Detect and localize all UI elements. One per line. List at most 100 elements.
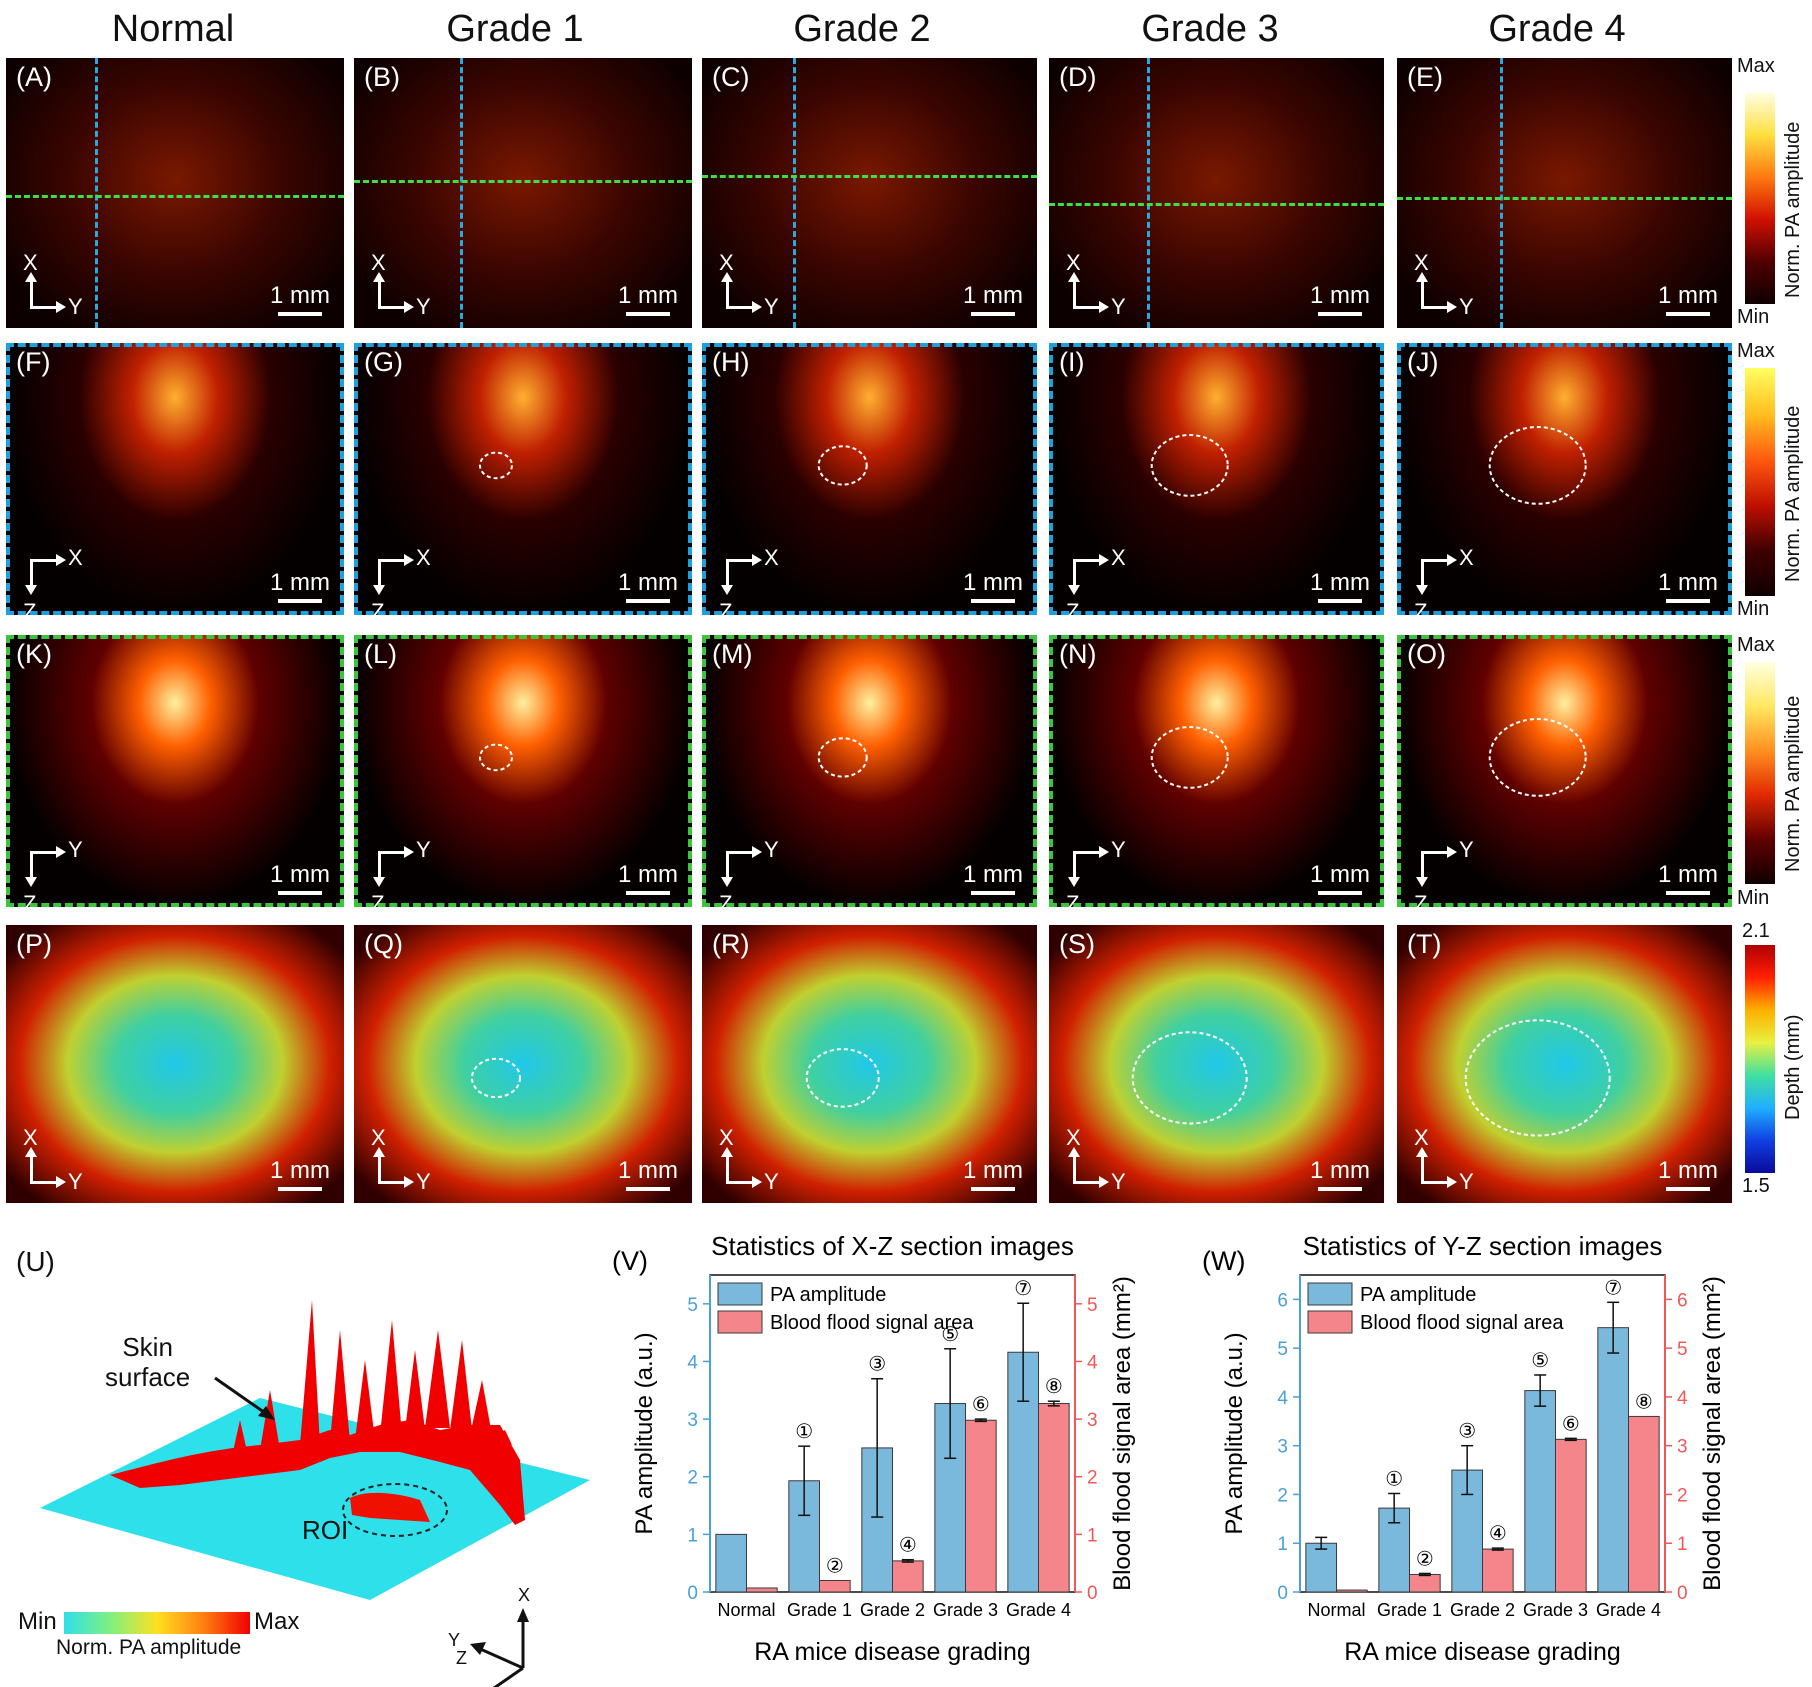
category-label: Grade 3 bbox=[933, 1600, 998, 1620]
axis-label-v: X bbox=[1414, 1125, 1429, 1150]
scale-bar-label: 1 mm bbox=[1310, 1157, 1370, 1184]
annotation-marker: ⑤ bbox=[941, 1322, 959, 1346]
legend-label: Blood flood signal area bbox=[1360, 1312, 1564, 1334]
legend-label: PA amplitude bbox=[770, 1284, 886, 1306]
section-line-xz bbox=[793, 58, 796, 328]
bar-area bbox=[1628, 1415, 1660, 1593]
annotation-marker: ④ bbox=[899, 1533, 917, 1557]
column-header-grade-4: Grade 4 bbox=[1488, 8, 1626, 50]
axis-label-v: X bbox=[1066, 250, 1081, 275]
axis-x-label: X bbox=[518, 1585, 531, 1605]
chart-title: Statistics of Y-Z section images bbox=[1303, 1231, 1663, 1261]
colorbar-max-label: Max bbox=[1737, 340, 1775, 362]
axis-z-line bbox=[492, 1666, 524, 1687]
axis-label-h: Y bbox=[1111, 294, 1126, 319]
scale-bar: 1 mm bbox=[270, 1157, 330, 1191]
lesion-roi bbox=[1488, 718, 1587, 797]
axis-label-h: X bbox=[68, 545, 83, 570]
panel-label: (F) bbox=[16, 347, 51, 377]
y-axis-label: PA amplitude (a.u.) bbox=[631, 1332, 658, 1534]
legend-swatch bbox=[717, 1282, 763, 1306]
image-panel-k: (K) 1 mm Z Y bbox=[6, 635, 344, 907]
scale-bar-label: 1 mm bbox=[270, 282, 330, 309]
axis-label-v: Z bbox=[1066, 599, 1080, 615]
roi-label: ROI bbox=[302, 1515, 349, 1545]
x-axis-label: RA mice disease grading bbox=[754, 1638, 1031, 1666]
lesion-roi bbox=[1464, 1019, 1611, 1137]
image-panel-p: (P) 1 mm X Y bbox=[6, 925, 344, 1203]
section-line-xz bbox=[95, 58, 98, 328]
annotation-marker: ⑥ bbox=[972, 1392, 990, 1416]
scale-bar-line bbox=[626, 312, 670, 316]
roi-outline bbox=[342, 1483, 448, 1537]
colorbar-min-label: Min bbox=[1737, 887, 1770, 909]
lesion-roi bbox=[478, 743, 513, 772]
scale-bar-line bbox=[971, 312, 1015, 316]
axis-z-label: Z bbox=[456, 1648, 467, 1668]
y2-tick-label: 1 bbox=[1677, 1534, 1688, 1555]
axis-label-h: X bbox=[764, 545, 779, 570]
y2-axis-label: Blood flood signal area (mm²) bbox=[1109, 1276, 1136, 1591]
bar-area bbox=[965, 1419, 997, 1593]
axis-label-h: Y bbox=[764, 294, 779, 319]
y-tick-label: 0 bbox=[687, 1583, 698, 1604]
colorbar-pa-row2 bbox=[1745, 368, 1775, 596]
panel-label: (T) bbox=[1407, 929, 1442, 959]
scale-bar-label: 1 mm bbox=[1310, 282, 1370, 309]
y2-tick-label: 5 bbox=[1677, 1339, 1688, 1360]
panel-label: (R) bbox=[712, 929, 750, 959]
axis-label-h: Y bbox=[68, 1169, 83, 1194]
scale-bar: 1 mm bbox=[963, 861, 1023, 895]
annotation-marker: ① bbox=[795, 1419, 813, 1443]
y2-tick-label: 4 bbox=[1677, 1388, 1688, 1409]
chart-yz-statistics: (W) Statistics of Y-Z section images 0 1 2 3 4… bbox=[1202, 1231, 1726, 1666]
image-panel-r: (R) 1 mm X Y bbox=[702, 925, 1037, 1203]
annotation-marker: ① bbox=[1385, 1466, 1403, 1490]
axis-label-v: X bbox=[23, 1125, 38, 1150]
image-panel-n: (N) 1 mm Z Y bbox=[1049, 635, 1384, 907]
panel-label: (L) bbox=[364, 639, 397, 669]
bar-area bbox=[892, 1560, 924, 1593]
image-panel-e: (E) 1 mm X Y bbox=[1397, 58, 1732, 328]
scale-bar-line bbox=[626, 599, 670, 603]
category-label: Grade 4 bbox=[1596, 1600, 1661, 1620]
annotation-marker: ⑤ bbox=[1531, 1348, 1549, 1372]
annotation-marker: ③ bbox=[1458, 1419, 1476, 1443]
legend-label: PA amplitude bbox=[1360, 1284, 1476, 1306]
scale-bar-line bbox=[278, 1187, 322, 1191]
section-line-yz bbox=[1049, 203, 1384, 206]
y2-axis-label: Blood flood signal area (mm²) bbox=[1699, 1276, 1726, 1591]
panel-label: (I) bbox=[1059, 347, 1085, 377]
colorbar-depth-min-label: 1.5 bbox=[1742, 1175, 1770, 1197]
axis-label-v: Z bbox=[23, 891, 37, 907]
category-label: Grade 2 bbox=[1450, 1600, 1515, 1620]
panel-label: (N) bbox=[1059, 639, 1097, 669]
y2-tick-label: 6 bbox=[1677, 1290, 1688, 1311]
panel-label: (W) bbox=[1202, 1246, 1245, 1276]
scale-bar-line bbox=[626, 891, 670, 895]
scale-bar-line bbox=[971, 1187, 1015, 1191]
scale-bar-label: 1 mm bbox=[1658, 569, 1718, 596]
panel-label: (D) bbox=[1059, 62, 1097, 92]
annotation-marker: ⑧ bbox=[1045, 1374, 1063, 1398]
scale-bar: 1 mm bbox=[1658, 282, 1718, 316]
legend-swatch bbox=[717, 1310, 763, 1334]
scale-bar: 1 mm bbox=[270, 861, 330, 895]
chart-xz-statistics: (V) Statistics of X-Z section images 0 1 2 3 4… bbox=[612, 1231, 1136, 1666]
image-panel-i: (I) 1 mm Z X bbox=[1049, 343, 1384, 615]
annotation-marker: ③ bbox=[868, 1352, 886, 1376]
scale-bar-label: 1 mm bbox=[270, 861, 330, 888]
scale-bar-line bbox=[1318, 599, 1362, 603]
panel-label: (P) bbox=[16, 929, 52, 959]
panel-label: (A) bbox=[16, 62, 52, 92]
section-line-yz bbox=[6, 195, 344, 198]
cb-max-label: Max bbox=[254, 1608, 300, 1635]
bar-pa bbox=[1597, 1327, 1629, 1593]
axis-label-h: Y bbox=[1459, 294, 1474, 319]
image-panel-g: (G) 1 mm Z X bbox=[354, 343, 692, 615]
scale-bar: 1 mm bbox=[618, 569, 678, 603]
axis-label-v: X bbox=[719, 250, 734, 275]
